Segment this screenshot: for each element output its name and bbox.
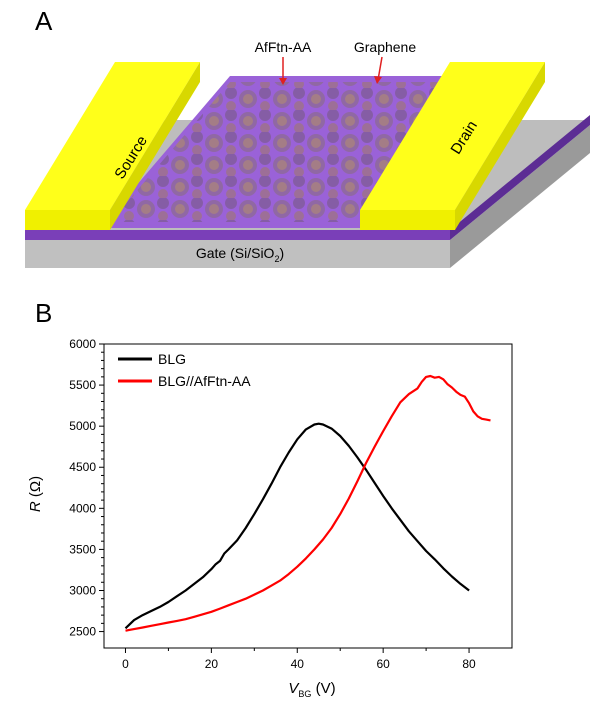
series-line-0: [124, 422, 470, 630]
y-tick-label-2: 3500: [69, 542, 96, 556]
x-tick-label-3: 60: [376, 657, 390, 671]
source-electrode-front: [25, 210, 110, 230]
x-tick-label-2: 40: [291, 657, 305, 671]
plot-frame: [103, 343, 513, 649]
y-tick-label-0: 2500: [69, 625, 96, 639]
y-tick-label-1: 3000: [69, 583, 96, 597]
y-tick-label-7: 6000: [69, 337, 96, 351]
y-tick-label-6: 5500: [69, 378, 96, 392]
y-tick-label-5: 5000: [69, 419, 96, 433]
x-axis-label: VBG (V): [288, 680, 335, 699]
y-tick-label-4: 4500: [69, 460, 96, 474]
protein-label: AfFtn-AA: [255, 39, 312, 55]
dielectric-front: [25, 230, 450, 240]
y-axis-label: R (Ω): [27, 476, 44, 512]
substrate-front: [25, 240, 450, 268]
source-electrode-top: [25, 62, 200, 210]
graphene-label: Graphene: [354, 39, 416, 55]
substrate-side: [450, 125, 590, 268]
gate-label: Gate (Si/SiO2): [196, 245, 284, 264]
device-schematic: Source Drain Gate (Si/SiO2) AfFtn-AA Gra…: [25, 39, 590, 268]
graphene-pointer-head: [374, 76, 382, 84]
y-tick-label-3: 4000: [69, 501, 96, 515]
dielectric-side: [450, 115, 590, 240]
legend-label-1: BLG//AfFtn-AA: [158, 373, 251, 389]
legend-label-0: BLG: [158, 351, 186, 367]
protein-pointer-head: [279, 78, 287, 85]
drain-electrode-top: [360, 62, 545, 210]
x-tick-label-1: 20: [205, 657, 219, 671]
resistance-chart: 0 20 40 60 80 2500 3000 3500 4000 4500 5000 5500 600…: [27, 337, 513, 699]
graphene-pointer: [377, 56, 383, 81]
source-electrode-side: [110, 62, 200, 230]
panel-a-label: A: [35, 6, 53, 36]
x-tick-label-4: 80: [462, 657, 476, 671]
series-line-1: [125, 374, 491, 632]
x-tick-label-0: 0: [122, 657, 129, 671]
panel-b-label: B: [35, 298, 53, 328]
drain-electrode-side: [455, 62, 545, 230]
drain-electrode-front: [360, 210, 455, 230]
